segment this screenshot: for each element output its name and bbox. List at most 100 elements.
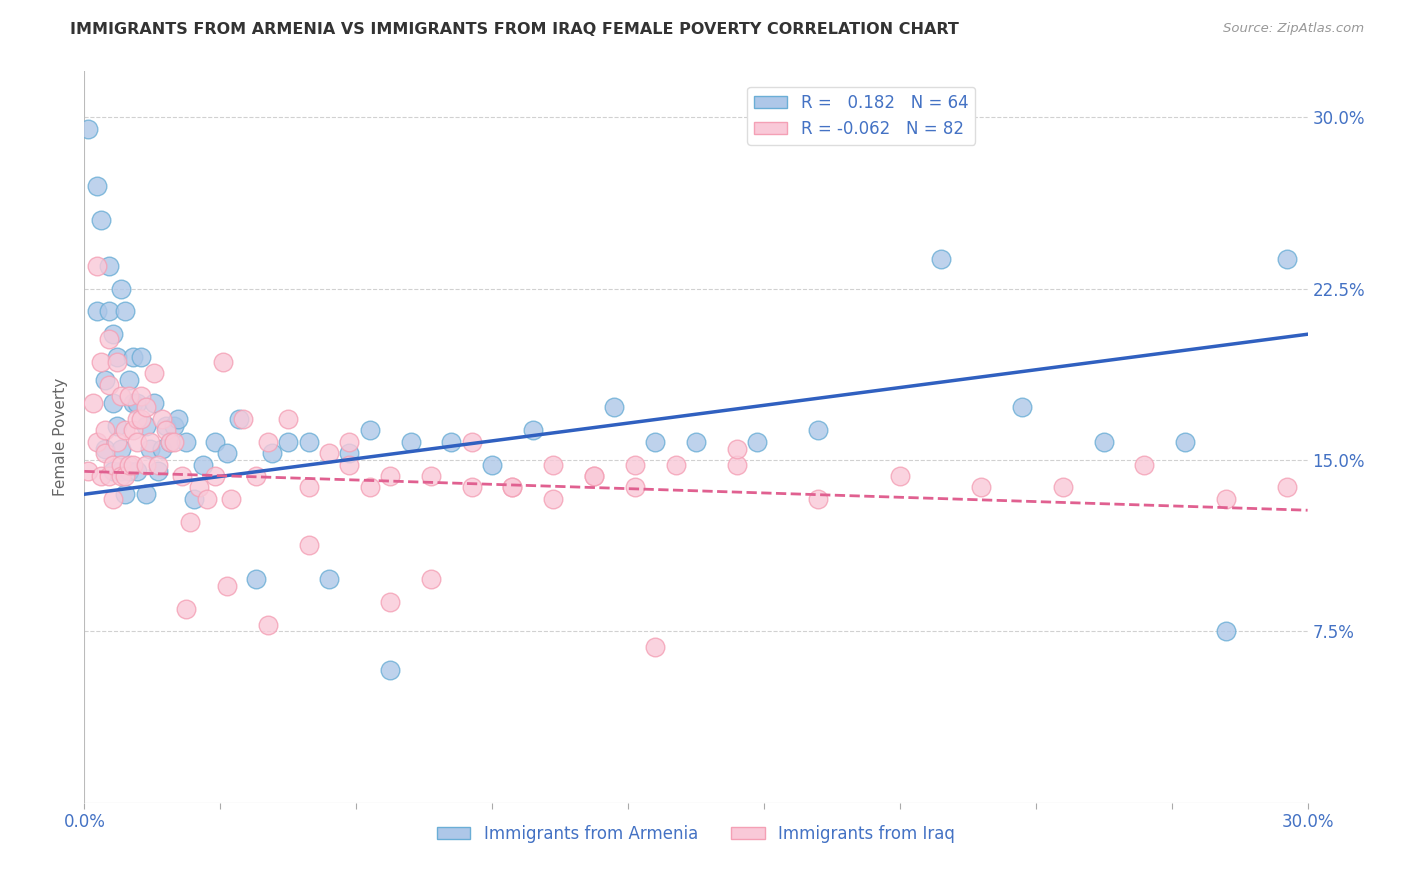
Point <box>110 442 132 456</box>
Point <box>118 458 141 472</box>
Point <box>90 354 112 368</box>
Point <box>461 480 484 494</box>
Point <box>219 491 242 506</box>
Point <box>339 446 361 460</box>
Point <box>159 434 181 449</box>
Point <box>101 458 124 472</box>
Point <box>245 469 267 483</box>
Point <box>725 442 748 456</box>
Point <box>725 458 748 472</box>
Point <box>807 423 830 437</box>
Point <box>644 640 666 655</box>
Text: Source: ZipAtlas.com: Source: ZipAtlas.com <box>1223 22 1364 36</box>
Point <box>257 617 280 632</box>
Point <box>1052 480 1074 494</box>
Point <box>118 389 141 403</box>
Point <box>163 434 186 449</box>
Point <box>583 469 606 483</box>
Point <box>277 434 299 449</box>
Point <box>359 480 381 494</box>
Point <box>142 396 165 410</box>
Point <box>179 515 201 529</box>
Point <box>1215 491 1237 506</box>
Point <box>97 259 120 273</box>
Point <box>1277 252 1299 266</box>
Point <box>90 213 112 227</box>
Text: IMMIGRANTS FROM ARMENIA VS IMMIGRANTS FROM IRAQ FEMALE POVERTY CORRELATION CHART: IMMIGRANTS FROM ARMENIA VS IMMIGRANTS FR… <box>70 22 959 37</box>
Point <box>624 480 647 494</box>
Point <box>228 412 250 426</box>
Point <box>174 601 197 615</box>
Point <box>77 121 100 136</box>
Point <box>155 423 177 437</box>
Point <box>1215 624 1237 639</box>
Point <box>1092 434 1115 449</box>
Point <box>101 491 124 506</box>
Point <box>929 252 952 266</box>
Point <box>101 464 124 478</box>
Point <box>380 663 402 677</box>
Point <box>1277 480 1299 494</box>
Point <box>380 469 402 483</box>
Point <box>502 480 524 494</box>
Point <box>86 259 108 273</box>
Point <box>86 178 108 193</box>
Point <box>131 350 153 364</box>
Point <box>122 423 145 437</box>
Point <box>298 480 321 494</box>
Point <box>105 418 128 433</box>
Point <box>298 434 321 449</box>
Point <box>183 491 205 506</box>
Point <box>399 434 422 449</box>
Point <box>77 464 100 478</box>
Point <box>174 434 197 449</box>
Point <box>339 458 361 472</box>
Point <box>97 332 120 346</box>
Point <box>583 469 606 483</box>
Point <box>86 434 108 449</box>
Point <box>97 377 120 392</box>
Point <box>889 469 911 483</box>
Point <box>105 354 128 368</box>
Point <box>131 389 153 403</box>
Point <box>93 442 115 456</box>
Point <box>146 464 169 478</box>
Point <box>685 434 707 449</box>
Point <box>191 458 214 472</box>
Point <box>127 464 149 478</box>
Point <box>110 464 132 478</box>
Point <box>260 446 283 460</box>
Point <box>543 458 565 472</box>
Point <box>624 458 647 472</box>
Point <box>93 373 115 387</box>
Point <box>747 434 769 449</box>
Point <box>135 458 157 472</box>
Point <box>167 412 190 426</box>
Point <box>150 412 173 426</box>
Point <box>150 442 173 456</box>
Point <box>122 350 145 364</box>
Point <box>204 469 226 483</box>
Point <box>603 401 626 415</box>
Point <box>142 366 165 380</box>
Point <box>135 401 157 415</box>
Point <box>118 373 141 387</box>
Point <box>807 491 830 506</box>
Point <box>105 350 128 364</box>
Point <box>110 281 132 295</box>
Point <box>1011 401 1033 415</box>
Point <box>90 469 112 483</box>
Point <box>502 480 524 494</box>
Point <box>138 434 160 449</box>
Point <box>93 423 115 437</box>
Point <box>522 423 544 437</box>
Point <box>217 446 239 460</box>
Point <box>127 396 149 410</box>
Point <box>127 434 149 449</box>
Point <box>380 595 402 609</box>
Y-axis label: Female Poverty: Female Poverty <box>53 378 69 496</box>
Legend: Immigrants from Armenia, Immigrants from Iraq: Immigrants from Armenia, Immigrants from… <box>430 818 962 849</box>
Point <box>257 434 280 449</box>
Point <box>97 469 120 483</box>
Point <box>461 434 484 449</box>
